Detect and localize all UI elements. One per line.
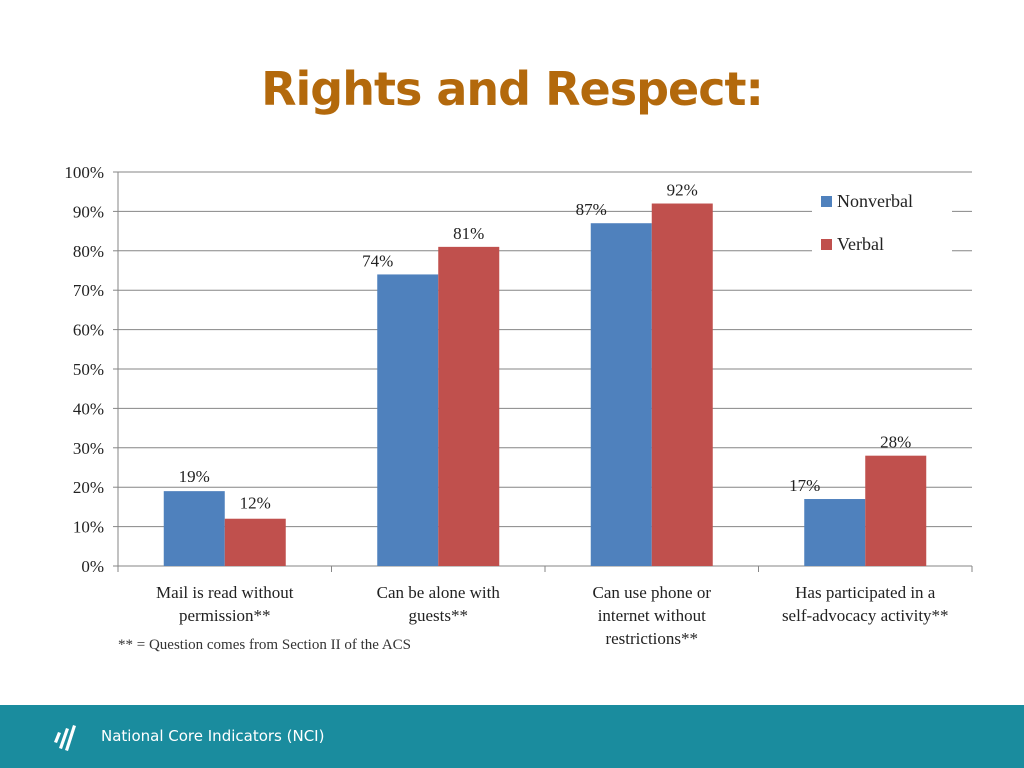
category-label: permission**	[179, 606, 271, 625]
footer-bar: National Core Indicators (NCI)	[0, 705, 1024, 768]
legend-label: Nonverbal	[837, 191, 913, 211]
y-tick-label: 60%	[73, 321, 104, 340]
bar-nonverbal	[804, 499, 866, 566]
y-tick-label: 80%	[73, 242, 104, 261]
data-label: 81%	[453, 224, 484, 243]
bar-nonverbal	[377, 274, 439, 566]
nci-logo-icon	[54, 725, 76, 751]
y-tick-label: 100%	[64, 163, 104, 182]
bar-nonverbal	[163, 491, 225, 566]
category-label: internet without	[598, 606, 706, 625]
category-label: guests**	[409, 606, 469, 625]
y-tick-label: 50%	[73, 360, 104, 379]
category-label: Can be alone with	[377, 583, 501, 602]
data-label: 92%	[667, 181, 698, 200]
data-label: 74%	[362, 251, 393, 270]
y-tick-label: 10%	[73, 518, 104, 537]
bar-verbal	[651, 203, 713, 566]
footer-text: National Core Indicators (NCI)	[101, 727, 325, 745]
legend-swatch	[821, 239, 832, 250]
legend-label: Verbal	[837, 234, 884, 254]
bars	[163, 203, 927, 567]
y-tick-label: 70%	[73, 281, 104, 300]
bar-verbal	[438, 246, 500, 567]
data-label: 17%	[789, 476, 820, 495]
y-tick-label: 90%	[73, 202, 104, 221]
x-axis-categories: Mail is read without permission** Can be a…	[156, 583, 949, 648]
data-label: 12%	[240, 494, 271, 513]
page-title: Rights and Respect:	[261, 62, 764, 116]
category-label: Can use phone or	[592, 583, 711, 602]
bar-verbal	[865, 455, 927, 566]
y-tick-label: 0%	[81, 557, 104, 576]
category-label: self-advocacy activity**	[782, 606, 949, 625]
legend-swatch	[821, 196, 832, 207]
data-label: 19%	[179, 467, 210, 486]
category-label: Has participated in a	[795, 583, 936, 602]
data-label: 28%	[880, 433, 911, 452]
footnote: ** = Question comes from Section II of t…	[118, 637, 412, 653]
y-axis-ticks: 0% 10% 20% 30% 40% 50% 60% 70% 80% 90% 100%	[64, 163, 104, 576]
y-tick-label: 20%	[73, 478, 104, 497]
bar-chart: 0% 10% 20% 30% 40% 50% 60% 70% 80% 90% 100% 19% 12%…	[64, 163, 973, 648]
bar-nonverbal	[590, 223, 652, 566]
category-label: restrictions**	[605, 629, 698, 648]
legend-box	[812, 182, 952, 264]
legend: Nonverbal Verbal	[812, 182, 952, 264]
data-label: 87%	[576, 200, 607, 219]
data-labels: 19% 12% 74% 81% 87% 92% 17% 28%	[179, 181, 912, 513]
y-tick-label: 30%	[73, 439, 104, 458]
category-label: Mail is read without	[156, 583, 294, 602]
bar-verbal	[224, 518, 286, 566]
y-tick-label: 40%	[73, 399, 104, 418]
